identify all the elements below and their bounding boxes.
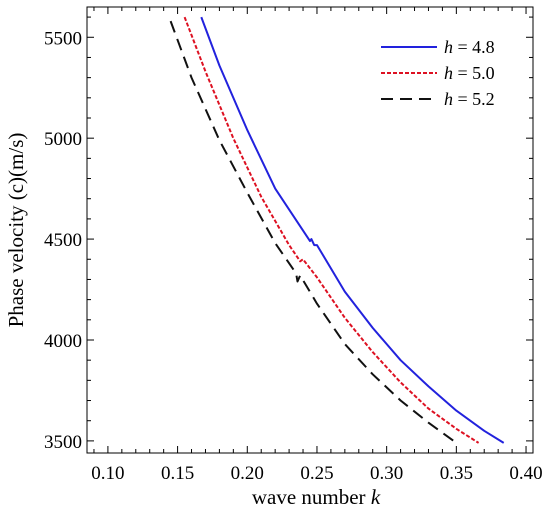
- x-tick-label: 0.25: [300, 463, 333, 484]
- y-tick-label: 5000: [44, 129, 82, 150]
- legend-entry: h = 5.2: [444, 89, 495, 109]
- x-tick-label: 0.10: [91, 463, 124, 484]
- x-axis-label: wave number k: [252, 485, 381, 509]
- x-tick-label: 0.30: [370, 463, 403, 484]
- x-tick-label: 0.40: [509, 463, 542, 484]
- series-line: [200, 16, 505, 444]
- y-axis-label: Phase velocity (c)(m/s): [4, 133, 28, 328]
- legend-entry: h = 5.0: [444, 63, 495, 83]
- plot-frame: [86, 6, 534, 454]
- series-line: [169, 20, 455, 442]
- x-tick-label: 0.35: [440, 463, 473, 484]
- series-line: [183, 16, 480, 444]
- series-layer: [169, 16, 505, 444]
- tick-marks: [87, 7, 533, 453]
- legend: h = 4.8 h = 5.0 h = 5.2: [381, 37, 495, 109]
- legend-entry: h = 4.8: [444, 37, 495, 57]
- tick-labels: 0.10 0.15 0.20 0.25 0.30 0.35 0.40 3500 4000 4500…: [44, 28, 543, 484]
- y-tick-label: 4000: [44, 331, 82, 352]
- y-tick-label: 3500: [44, 432, 82, 453]
- x-tick-label: 0.15: [161, 463, 194, 484]
- y-tick-label: 4500: [44, 230, 82, 251]
- x-tick-label: 0.20: [231, 463, 264, 484]
- y-tick-label: 5500: [44, 28, 82, 49]
